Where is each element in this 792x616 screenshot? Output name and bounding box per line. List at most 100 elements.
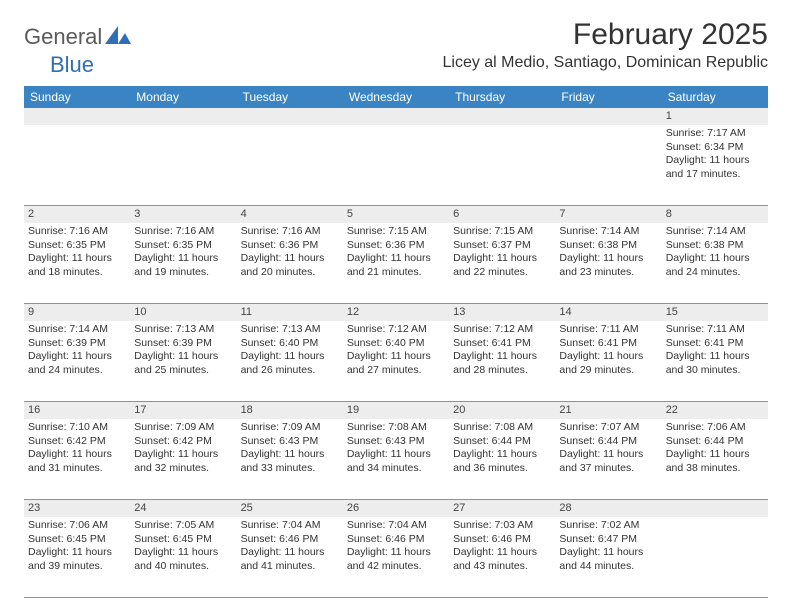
day-cell: Sunrise: 7:09 AMSunset: 6:42 PMDaylight:… [130, 419, 236, 499]
month-title: February 2025 [442, 18, 768, 52]
weekday-header: Saturday [662, 86, 768, 108]
day-number: 9 [24, 304, 130, 321]
sunset-text: Sunset: 6:46 PM [453, 533, 551, 547]
daylight-text: Daylight: 11 hours and 33 minutes. [241, 448, 339, 475]
sunset-text: Sunset: 6:39 PM [134, 337, 232, 351]
day-number: 8 [662, 206, 768, 223]
day-cell [662, 517, 768, 597]
day-number [449, 108, 555, 125]
day-number: 18 [237, 402, 343, 419]
day-number: 25 [237, 500, 343, 517]
daylight-text: Daylight: 11 hours and 41 minutes. [241, 546, 339, 573]
day-number: 23 [24, 500, 130, 517]
day-cell [555, 125, 661, 205]
day-cell: Sunrise: 7:16 AMSunset: 6:35 PMDaylight:… [24, 223, 130, 303]
day-cell: Sunrise: 7:12 AMSunset: 6:40 PMDaylight:… [343, 321, 449, 401]
sunrise-text: Sunrise: 7:06 AM [28, 519, 126, 533]
day-cell: Sunrise: 7:16 AMSunset: 6:36 PMDaylight:… [237, 223, 343, 303]
day-number [237, 108, 343, 125]
sunset-text: Sunset: 6:41 PM [453, 337, 551, 351]
sunset-text: Sunset: 6:44 PM [666, 435, 764, 449]
sunrise-text: Sunrise: 7:13 AM [241, 323, 339, 337]
sunset-text: Sunset: 6:46 PM [347, 533, 445, 547]
calendar-page: General February 2025 Licey al Medio, Sa… [0, 0, 792, 616]
sunrise-text: Sunrise: 7:09 AM [134, 421, 232, 435]
day-number: 3 [130, 206, 236, 223]
sunrise-text: Sunrise: 7:07 AM [559, 421, 657, 435]
sunset-text: Sunset: 6:46 PM [241, 533, 339, 547]
sunrise-text: Sunrise: 7:14 AM [28, 323, 126, 337]
sunrise-text: Sunrise: 7:02 AM [559, 519, 657, 533]
sunrise-text: Sunrise: 7:15 AM [347, 225, 445, 239]
weekday-header: Friday [555, 86, 661, 108]
sunset-text: Sunset: 6:42 PM [28, 435, 126, 449]
day-number: 6 [449, 206, 555, 223]
day-number: 13 [449, 304, 555, 321]
sunset-text: Sunset: 6:38 PM [559, 239, 657, 253]
day-cell: Sunrise: 7:12 AMSunset: 6:41 PMDaylight:… [449, 321, 555, 401]
daylight-text: Daylight: 11 hours and 27 minutes. [347, 350, 445, 377]
sunrise-text: Sunrise: 7:12 AM [453, 323, 551, 337]
day-cell: Sunrise: 7:06 AMSunset: 6:45 PMDaylight:… [24, 517, 130, 597]
day-cell [237, 125, 343, 205]
daylight-text: Daylight: 11 hours and 28 minutes. [453, 350, 551, 377]
day-cell: Sunrise: 7:04 AMSunset: 6:46 PMDaylight:… [343, 517, 449, 597]
day-number: 24 [130, 500, 236, 517]
sunset-text: Sunset: 6:43 PM [241, 435, 339, 449]
sunset-text: Sunset: 6:35 PM [134, 239, 232, 253]
daylight-text: Daylight: 11 hours and 17 minutes. [666, 154, 764, 181]
day-cell: Sunrise: 7:09 AMSunset: 6:43 PMDaylight:… [237, 419, 343, 499]
sunset-text: Sunset: 6:39 PM [28, 337, 126, 351]
day-number: 17 [130, 402, 236, 419]
logo: General [24, 18, 131, 50]
sunset-text: Sunset: 6:44 PM [559, 435, 657, 449]
day-number: 28 [555, 500, 661, 517]
day-cell: Sunrise: 7:10 AMSunset: 6:42 PMDaylight:… [24, 419, 130, 499]
day-cell: Sunrise: 7:15 AMSunset: 6:37 PMDaylight:… [449, 223, 555, 303]
weekday-header: Tuesday [237, 86, 343, 108]
daylight-text: Daylight: 11 hours and 23 minutes. [559, 252, 657, 279]
sunset-text: Sunset: 6:45 PM [134, 533, 232, 547]
sunrise-text: Sunrise: 7:15 AM [453, 225, 551, 239]
sunrise-text: Sunrise: 7:08 AM [453, 421, 551, 435]
day-number: 5 [343, 206, 449, 223]
day-cell: Sunrise: 7:08 AMSunset: 6:43 PMDaylight:… [343, 419, 449, 499]
day-cell: Sunrise: 7:04 AMSunset: 6:46 PMDaylight:… [237, 517, 343, 597]
day-cell: Sunrise: 7:06 AMSunset: 6:44 PMDaylight:… [662, 419, 768, 499]
sunset-text: Sunset: 6:47 PM [559, 533, 657, 547]
daylight-text: Daylight: 11 hours and 21 minutes. [347, 252, 445, 279]
logo-text-general: General [24, 24, 102, 50]
sunrise-text: Sunrise: 7:14 AM [666, 225, 764, 239]
day-number: 4 [237, 206, 343, 223]
day-cell: Sunrise: 7:14 AMSunset: 6:38 PMDaylight:… [662, 223, 768, 303]
sunrise-text: Sunrise: 7:12 AM [347, 323, 445, 337]
day-cell [343, 125, 449, 205]
weeks-container: 1Sunrise: 7:17 AMSunset: 6:34 PMDaylight… [24, 108, 768, 598]
sunset-text: Sunset: 6:36 PM [347, 239, 445, 253]
sunrise-text: Sunrise: 7:03 AM [453, 519, 551, 533]
sunset-text: Sunset: 6:36 PM [241, 239, 339, 253]
day-number: 15 [662, 304, 768, 321]
sunset-text: Sunset: 6:40 PM [241, 337, 339, 351]
sunrise-text: Sunrise: 7:16 AM [241, 225, 339, 239]
day-cell [130, 125, 236, 205]
day-number-strip: 2345678 [24, 206, 768, 223]
day-number: 27 [449, 500, 555, 517]
daylight-text: Daylight: 11 hours and 26 minutes. [241, 350, 339, 377]
day-number: 26 [343, 500, 449, 517]
sunrise-text: Sunrise: 7:11 AM [559, 323, 657, 337]
day-cell: Sunrise: 7:08 AMSunset: 6:44 PMDaylight:… [449, 419, 555, 499]
daylight-text: Daylight: 11 hours and 24 minutes. [28, 350, 126, 377]
title-block: February 2025 Licey al Medio, Santiago, … [442, 18, 768, 72]
day-cell: Sunrise: 7:05 AMSunset: 6:45 PMDaylight:… [130, 517, 236, 597]
weekday-header: Thursday [449, 86, 555, 108]
sunset-text: Sunset: 6:43 PM [347, 435, 445, 449]
sunset-text: Sunset: 6:38 PM [666, 239, 764, 253]
day-number: 10 [130, 304, 236, 321]
day-number: 1 [662, 108, 768, 125]
daylight-text: Daylight: 11 hours and 29 minutes. [559, 350, 657, 377]
daylight-text: Daylight: 11 hours and 25 minutes. [134, 350, 232, 377]
sunrise-text: Sunrise: 7:08 AM [347, 421, 445, 435]
day-cell: Sunrise: 7:17 AMSunset: 6:34 PMDaylight:… [662, 125, 768, 205]
day-number: 19 [343, 402, 449, 419]
